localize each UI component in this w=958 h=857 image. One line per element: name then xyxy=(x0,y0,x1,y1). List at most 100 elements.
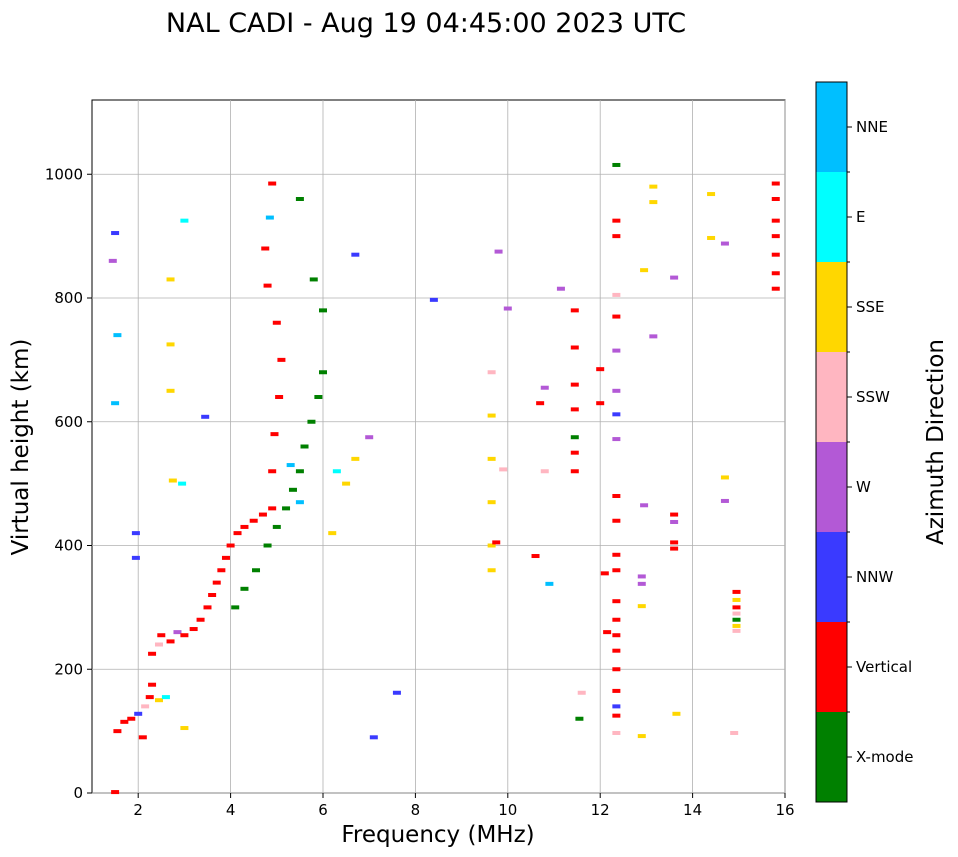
echo-point xyxy=(612,552,621,557)
echo-point xyxy=(771,197,780,201)
echo-point xyxy=(309,277,318,282)
echo-point xyxy=(295,500,304,505)
echo-point xyxy=(670,275,679,280)
echo-point xyxy=(351,252,360,257)
echo-point xyxy=(295,469,304,474)
echo-point xyxy=(612,388,621,393)
echo-point xyxy=(265,215,274,220)
plot-frame xyxy=(91,99,786,794)
echo-point xyxy=(612,494,621,498)
echo-point xyxy=(771,252,780,257)
echo-point xyxy=(314,395,323,399)
colorbar-tick-label: NNW xyxy=(856,568,893,586)
colorbar-label: Azimuth Direction xyxy=(923,339,949,545)
echo-point xyxy=(319,308,327,313)
echo-point xyxy=(637,581,646,586)
echo-point xyxy=(108,258,117,263)
colorbar-segment xyxy=(816,82,847,172)
echo-point xyxy=(612,162,621,167)
echo-point xyxy=(263,283,272,288)
echo-point xyxy=(570,345,579,350)
echo-point xyxy=(212,580,221,585)
echo-point xyxy=(730,730,739,735)
echo-point xyxy=(612,292,621,297)
echo-point xyxy=(487,568,496,573)
y-axis-ticks: 0 200 400 600 800 1000 xyxy=(45,165,92,802)
echo-point xyxy=(487,413,496,418)
echo-point xyxy=(261,246,270,251)
colorbar-tick-label: X-mode xyxy=(856,748,913,766)
echo-point xyxy=(637,604,646,609)
colorbar-tick-label: SSE xyxy=(856,298,885,316)
echo-point xyxy=(277,357,286,362)
echo-point xyxy=(201,414,210,419)
y-tick-label: 800 xyxy=(54,289,83,307)
echo-point xyxy=(111,401,120,406)
echo-point xyxy=(203,605,212,610)
echo-point xyxy=(180,726,189,731)
echo-point xyxy=(196,617,205,622)
echo-point xyxy=(178,481,187,486)
echo-point xyxy=(771,271,780,276)
echo-point xyxy=(612,617,621,622)
echo-point xyxy=(600,571,609,576)
colorbar-segment xyxy=(816,712,847,802)
echo-point xyxy=(307,419,316,424)
echo-point xyxy=(612,348,621,353)
echo-point xyxy=(596,401,605,406)
y-tick-label: 600 xyxy=(54,413,83,431)
echo-point xyxy=(351,456,360,461)
echo-point xyxy=(649,184,658,189)
echo-point xyxy=(240,586,249,591)
echo-point xyxy=(670,519,679,524)
echo-point xyxy=(168,478,177,483)
colorbar-segment xyxy=(816,442,847,532)
echo-point xyxy=(596,367,605,372)
echo-point xyxy=(732,611,741,616)
colorbar-segment xyxy=(816,532,847,622)
echo-point xyxy=(612,688,621,693)
echo-point xyxy=(637,734,646,739)
y-tick-label: 0 xyxy=(73,784,83,802)
echo-point xyxy=(640,268,649,273)
echo-point xyxy=(127,716,136,721)
echo-point xyxy=(649,334,658,339)
echo-point xyxy=(732,628,741,633)
echo-point xyxy=(148,682,157,687)
x-tick-label: 12 xyxy=(591,801,610,819)
y-axis-label: Virtual height (km) xyxy=(8,339,34,556)
echo-point xyxy=(732,605,741,610)
echo-point xyxy=(111,231,120,236)
echo-point xyxy=(487,543,496,548)
echo-point xyxy=(319,370,327,375)
echo-point xyxy=(556,286,565,291)
echo-point xyxy=(233,531,242,536)
echo-point xyxy=(270,432,279,437)
echo-point xyxy=(295,197,304,201)
echo-point xyxy=(732,623,741,628)
echo-point xyxy=(249,518,258,523)
plot-area: 2 4 6 8 10 12 14 16 0 200 400 600 800 1000 xyxy=(45,99,795,819)
echo-point xyxy=(640,503,649,508)
colorbar-frame xyxy=(815,81,848,803)
echo-point xyxy=(720,241,729,246)
echo-point xyxy=(492,540,501,545)
echo-point xyxy=(720,475,729,480)
colorbar-tick-label: W xyxy=(856,478,871,496)
echo-point xyxy=(148,651,157,656)
colorbar-tick-label: Vertical xyxy=(856,658,912,676)
echo-point xyxy=(173,630,182,635)
x-tick-label: 10 xyxy=(498,801,517,819)
echo-point xyxy=(189,627,198,632)
colorbar-segment xyxy=(816,262,847,352)
echo-point xyxy=(282,506,291,511)
echo-points xyxy=(108,162,780,795)
echo-point xyxy=(612,648,621,653)
echo-point xyxy=(258,512,267,517)
echo-point xyxy=(540,385,549,390)
echo-point xyxy=(138,735,147,740)
echo-point xyxy=(670,540,679,545)
echo-point xyxy=(154,698,163,703)
echo-point xyxy=(268,469,277,474)
echo-point xyxy=(166,277,175,282)
